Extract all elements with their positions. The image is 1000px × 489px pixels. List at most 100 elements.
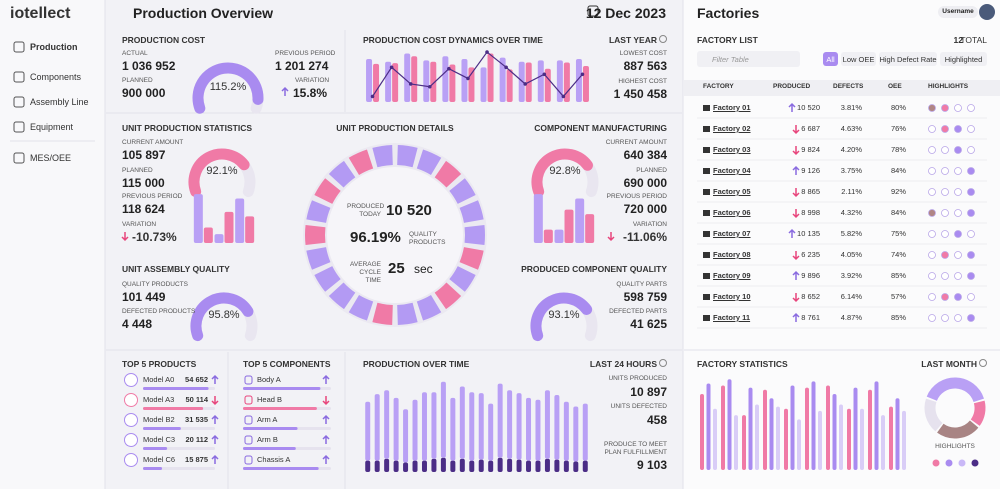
- rows-name[interactable]: Factory 11: [713, 313, 751, 322]
- rows-oee: 85%: [890, 313, 906, 322]
- rows-name[interactable]: Factory 08: [713, 250, 751, 259]
- sidebar-nav[interactable]: MES/OEE: [30, 153, 72, 163]
- filter-tab[interactable]: [940, 52, 987, 66]
- value-label: 31 535: [185, 415, 208, 424]
- bar: [449, 64, 456, 102]
- production-time-plan-label: PRODUCE TO MEET PLAN FULFILLMENT: [604, 441, 667, 457]
- cost-point: [427, 84, 432, 89]
- bar: [143, 387, 209, 390]
- bar: [450, 460, 456, 472]
- unit-stats-previous-label: PREVIOUS PERIOD: [122, 193, 183, 200]
- bar: [889, 406, 893, 470]
- factories-tabs[interactable]: Low OEE: [842, 55, 875, 64]
- rows-defects: 3.92%: [840, 271, 862, 280]
- bar: [478, 459, 484, 472]
- bar: [365, 460, 371, 472]
- highlight-dot: [941, 125, 949, 133]
- rows-name[interactable]: Factory 06: [713, 208, 751, 217]
- production-time-defected: 458: [646, 413, 667, 427]
- sidebar-nav[interactable]: Equipment: [30, 122, 74, 132]
- bar: [421, 460, 427, 472]
- highlight-dot: [954, 272, 962, 280]
- factories-columns: FACTORY: [703, 83, 734, 90]
- trend-arrow: [211, 374, 219, 384]
- assembly-quality-defected: 4 448: [122, 317, 153, 331]
- rows-name[interactable]: Factory 03: [713, 145, 751, 154]
- component-manufacturing-previous: 720 000: [623, 202, 667, 216]
- rows-name[interactable]: Factory 09: [713, 271, 751, 280]
- factories-filter-placeholder: Filter Table: [712, 55, 749, 64]
- sidebar-nav[interactable]: Components: [30, 72, 82, 82]
- factories-tabs[interactable]: All: [826, 55, 835, 64]
- rows-name[interactable]: Factory 04: [713, 166, 751, 175]
- cost-dynamics-lowest: 887 563: [623, 59, 667, 73]
- bar: [143, 447, 168, 450]
- cost-dynamics-period: LAST YEAR: [608, 35, 657, 45]
- factories-tabs[interactable]: Highlighted: [944, 55, 983, 64]
- items-name: Model C6: [143, 455, 176, 464]
- bar: [516, 393, 522, 460]
- bar: [563, 62, 570, 102]
- bar: [506, 69, 513, 102]
- rows-name[interactable]: Factory 07: [713, 229, 751, 238]
- rows-oee: 76%: [890, 124, 906, 133]
- bar: [442, 56, 449, 102]
- items-name: Model A3: [143, 395, 175, 404]
- trend-arrow: [322, 414, 330, 424]
- rows-name[interactable]: Factory 02: [713, 124, 751, 133]
- bar: [403, 409, 409, 463]
- filter-tab[interactable]: [841, 52, 876, 66]
- bar: [826, 385, 830, 470]
- factories-columns: PRODUCED: [773, 83, 811, 90]
- rows-name[interactable]: Factory 05: [713, 187, 751, 196]
- bar: [393, 397, 399, 461]
- highlight-dot: [954, 314, 962, 322]
- highlight-dot: [967, 251, 975, 259]
- factories-columns: OEE: [888, 83, 902, 90]
- rows-name[interactable]: Factory 10: [713, 292, 751, 301]
- factories-tabs[interactable]: High Defect Rate: [879, 55, 937, 64]
- cost-dynamics-highest: 1 450 458: [613, 87, 667, 101]
- bar: [868, 389, 872, 470]
- highlight-dot: [967, 167, 975, 175]
- trend-arrow: [792, 251, 800, 261]
- bar: [700, 394, 704, 470]
- component-icon: [244, 435, 253, 445]
- component-manufacturing-planned-label: PLANNED: [636, 167, 667, 174]
- factory-icon: [703, 294, 710, 300]
- component-manufacturing-planned: 690 000: [623, 176, 667, 190]
- ring-segment: [328, 160, 356, 188]
- unit-stats-planned: 115 000: [122, 176, 165, 190]
- highlight-dot: [941, 251, 949, 259]
- sidebar-nav[interactable]: Assembly Line: [30, 97, 89, 107]
- items-name: Head B: [257, 395, 283, 404]
- highlight-dot: [967, 230, 975, 238]
- bar: [412, 460, 418, 472]
- production-cost-planned: 900 000: [122, 86, 166, 100]
- trend-arrow: [607, 232, 615, 242]
- component-icon: [244, 455, 253, 465]
- highlight-dot: [954, 146, 962, 154]
- product-icon: [124, 393, 138, 407]
- bar: [537, 60, 544, 102]
- filter-tab[interactable]: [823, 52, 838, 66]
- legend-dot: [945, 459, 953, 467]
- bar: [727, 379, 732, 470]
- sidebar-nav[interactable]: Production: [30, 42, 78, 52]
- bar: [243, 407, 317, 410]
- highlight-dot: [928, 167, 936, 175]
- filter-tab[interactable]: [879, 52, 937, 66]
- bar: [832, 394, 837, 470]
- bar: [784, 408, 788, 470]
- highlight-dot: [928, 188, 936, 196]
- ring-segment: [348, 149, 374, 176]
- bar: [554, 395, 560, 460]
- highlight-dot: [954, 251, 962, 259]
- rows-defects: 4.05%: [840, 250, 862, 259]
- rows-name[interactable]: Factory 01: [713, 103, 751, 112]
- filter-input[interactable]: [697, 51, 800, 67]
- top-products-title: TOP 5 PRODUCTS: [122, 359, 197, 369]
- bar: [450, 397, 456, 461]
- bar: [811, 381, 816, 470]
- bar: [535, 399, 541, 461]
